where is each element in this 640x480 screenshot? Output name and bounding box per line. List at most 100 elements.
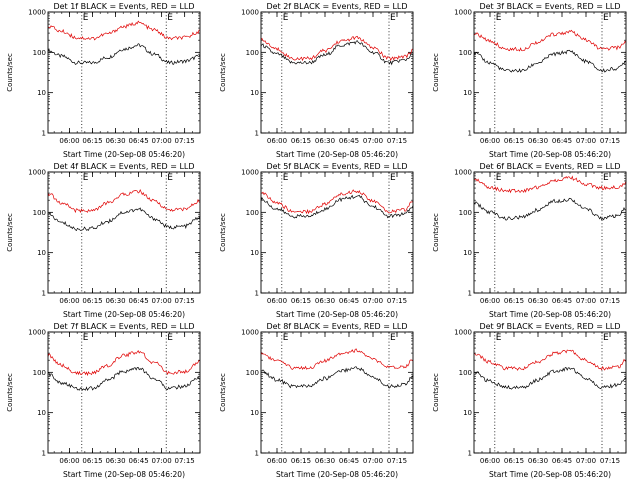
y-tick-label: 100 [246, 209, 259, 217]
detector-panel: Det 8f BLACK = Events, RED = LLD Counts/s… [213, 320, 426, 480]
x-tick-label: 06:15 [291, 457, 311, 465]
lld-series-line [260, 189, 414, 215]
lld-series-line [47, 189, 201, 214]
y-tick-label: 1000 [241, 329, 259, 337]
x-tick-label: 06:45 [339, 297, 359, 305]
x-tick-label: 07:15 [600, 137, 620, 145]
y-tick-label: 10 [250, 89, 259, 97]
y-tick-label: 1000 [454, 9, 472, 17]
x-tick-label: 06:45 [552, 297, 572, 305]
x-tick-label: 07:00 [152, 457, 172, 465]
x-tick-label: 06:00 [480, 297, 500, 305]
y-axis-label: Counts/sec [6, 213, 14, 252]
detector-panel: Det 2f BLACK = Events, RED = LLD Counts/s… [213, 0, 426, 160]
eclipse-marker: E [603, 173, 609, 183]
y-tick-label: 1 [42, 450, 46, 458]
chart-title: Det 5f BLACK = Events, RED = LLD [266, 162, 407, 171]
y-tick-label: 1000 [454, 169, 472, 177]
x-tick-label: 07:15 [175, 297, 195, 305]
x-tick-label: 06:30 [315, 137, 335, 145]
x-tick-label: 07:15 [387, 297, 407, 305]
x-tick-label: 06:30 [528, 297, 548, 305]
detector-panel: Det 1f BLACK = Events, RED = LLD Counts/s… [0, 0, 213, 160]
chart-title: Det 8f BLACK = Events, RED = LLD [266, 322, 407, 331]
x-tick-label: 07:15 [600, 297, 620, 305]
chart-title: Det 7f BLACK = Events, RED = LLD [53, 322, 194, 331]
x-axis-label: Start Time (20-Sep-08 05:46:20) [276, 150, 398, 159]
y-tick-label: 100 [459, 369, 472, 377]
y-tick-label: 10 [37, 89, 46, 97]
y-tick-label: 10 [37, 249, 46, 257]
y-tick-label: 1 [468, 130, 472, 138]
x-tick-label: 07:00 [363, 137, 383, 145]
y-axis-label: Counts/sec [432, 373, 440, 412]
x-axis-label: Start Time (20-Sep-08 05:46:20) [276, 310, 398, 319]
x-axis-label: Start Time (20-Sep-08 05:46:20) [276, 470, 398, 479]
x-tick-label: 06:45 [128, 297, 148, 305]
y-tick-label: 100 [33, 209, 46, 217]
y-axis-label: Counts/sec [219, 53, 227, 92]
x-tick-label: 07:00 [576, 297, 596, 305]
plot-frame [47, 331, 201, 454]
chart-title: Det 4f BLACK = Events, RED = LLD [53, 162, 194, 171]
y-tick-label: 100 [33, 369, 46, 377]
x-tick-label: 06:15 [291, 137, 311, 145]
eclipse-marker: E [390, 173, 396, 183]
events-series-line [473, 367, 627, 390]
y-tick-label: 100 [459, 209, 472, 217]
plot-frame [473, 11, 627, 134]
lld-series-line [47, 20, 201, 41]
y-axis-label: Counts/sec [219, 373, 227, 412]
detector-panel: Det 6f BLACK = Events, RED = LLD Counts/s… [426, 160, 639, 320]
eclipse-marker: E [603, 13, 609, 23]
x-tick-label: 06:45 [339, 137, 359, 145]
chart-title: Det 3f BLACK = Events, RED = LLD [479, 2, 620, 11]
x-axis-label: Start Time (20-Sep-08 05:46:20) [63, 470, 185, 479]
y-tick-label: 1 [468, 450, 472, 458]
lld-series-line [473, 349, 627, 371]
plot-frame [260, 11, 414, 134]
x-tick-label: 06:45 [552, 137, 572, 145]
events-series-line [47, 207, 201, 232]
plot-frame [473, 331, 627, 454]
eclipse-marker: E [496, 13, 502, 23]
chart-title: Det 1f BLACK = Events, RED = LLD [53, 2, 194, 11]
x-tick-label: 07:15 [387, 457, 407, 465]
y-tick-label: 1000 [28, 169, 46, 177]
detector-chart: Det 3f BLACK = Events, RED = LLD Counts/s… [432, 2, 627, 159]
x-tick-label: 07:15 [175, 137, 195, 145]
y-tick-label: 1 [255, 130, 259, 138]
y-tick-label: 1 [42, 130, 46, 138]
detector-panel: Det 4f BLACK = Events, RED = LLD Counts/s… [0, 160, 213, 320]
x-tick-label: 07:00 [363, 457, 383, 465]
x-tick-label: 06:15 [504, 137, 524, 145]
x-tick-label: 06:00 [267, 297, 287, 305]
x-tick-label: 06:00 [480, 457, 500, 465]
x-tick-label: 06:45 [552, 457, 572, 465]
lld-series-line [47, 350, 201, 377]
eclipse-marker: E [603, 333, 609, 343]
eclipse-marker: E [167, 333, 173, 343]
x-tick-label: 07:00 [576, 137, 596, 145]
x-tick-label: 06:30 [315, 297, 335, 305]
x-tick-label: 06:30 [105, 297, 125, 305]
y-axis-label: Counts/sec [432, 213, 440, 252]
eclipse-marker: E [496, 333, 502, 343]
y-tick-label: 100 [33, 49, 46, 57]
eclipse-marker: E [283, 333, 289, 343]
eclipse-marker: E [83, 173, 89, 183]
detector-panel: Det 7f BLACK = Events, RED = LLD Counts/s… [0, 320, 213, 480]
y-tick-label: 1000 [241, 169, 259, 177]
y-tick-label: 10 [37, 409, 46, 417]
x-axis-label: Start Time (20-Sep-08 05:46:20) [489, 470, 611, 479]
chart-title: Det 6f BLACK = Events, RED = LLD [479, 162, 620, 171]
y-tick-label: 1000 [28, 9, 46, 17]
detector-chart: Det 2f BLACK = Events, RED = LLD Counts/s… [219, 2, 414, 159]
plot-frame [47, 11, 201, 134]
x-tick-label: 06:15 [82, 297, 102, 305]
x-axis-label: Start Time (20-Sep-08 05:46:20) [489, 150, 611, 159]
y-tick-label: 1000 [241, 9, 259, 17]
y-tick-label: 100 [246, 49, 259, 57]
x-tick-label: 06:30 [315, 457, 335, 465]
